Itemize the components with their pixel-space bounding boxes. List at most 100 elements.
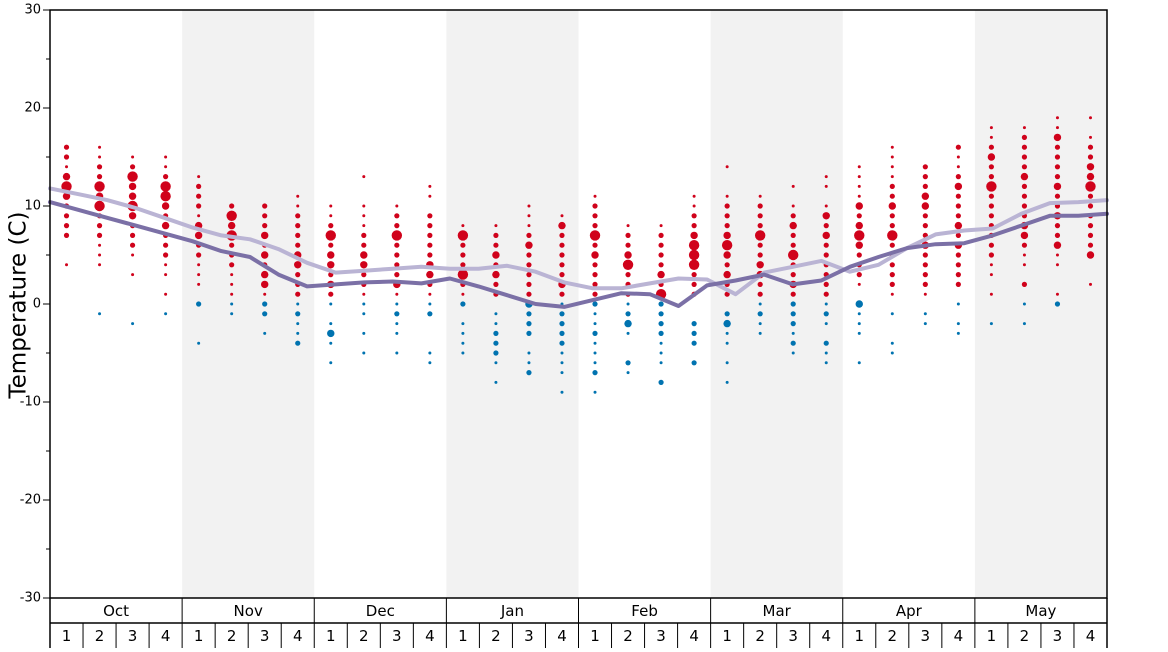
temperature-dot [196,252,202,258]
week-label: 1 [854,627,864,645]
y-tick-label: -30 [20,591,41,606]
temperature-dot [658,321,664,327]
temperature-dot [98,155,102,159]
temperature-dot [1088,282,1092,286]
temperature-dot [96,174,103,180]
temperature-dot [725,331,729,335]
temperature-dot [559,340,565,346]
week-label: 4 [425,627,435,645]
temperature-dot [559,321,565,327]
temperature-dot [129,232,136,238]
temperature-dot [197,341,201,345]
temperature-dot [196,203,202,209]
temperature-dot [890,155,894,159]
temperature-dot [1054,301,1061,307]
temperature-dot [494,312,498,316]
temperature-dot [461,224,465,228]
temperature-dot [362,204,366,208]
temperature-dot [1055,263,1059,267]
temperature-dot [127,171,138,182]
temperature-dot [194,231,203,240]
temperature-dot [1021,193,1028,199]
temperature-dot [955,281,961,287]
temperature-dot [625,242,631,248]
temperature-dot [226,210,237,221]
temperature-dot [1054,154,1061,160]
temperature-dot [757,213,763,219]
temperature-dot [61,181,72,192]
temperature-dot [1054,164,1061,170]
temperature-dot [63,213,70,219]
temperature-dot [94,200,105,212]
month-label-dec: Dec [366,602,395,620]
temperature-dot [230,273,234,277]
temperature-dot [857,165,861,169]
temperature-dot [658,242,664,248]
temperature-dot [460,301,466,307]
y-axis: 30 20 10 0 -10 -20 -30 [20,3,50,606]
temperature-dot [494,380,498,384]
temperature-dot [593,312,597,316]
temperature-dot [1087,223,1094,229]
temperature-dot [1087,144,1094,150]
temperature-dot [295,213,301,219]
temperature-dot [824,322,828,326]
temperature-dot [427,232,433,238]
temperature-dot [625,311,631,317]
temperature-dot [989,263,993,267]
week-label: 1 [458,627,468,645]
temperature-dot [558,221,566,230]
temperature-dot [262,203,268,209]
y-tick-label: -20 [20,493,41,508]
temperature-dot [261,280,269,289]
temperature-dot [1021,183,1028,189]
temperature-dot [956,331,960,335]
week-label: 3 [260,627,270,645]
temperature-dot [922,174,928,180]
temperature-dot [823,242,829,248]
temperature-dot [988,164,994,170]
temperature-dot [329,341,333,345]
temperature-dot [857,175,861,179]
temperature-dot [658,330,664,336]
temperature-dot [626,371,630,375]
temperature-dot [161,221,170,230]
month-band-may [974,10,1107,598]
temperature-dot [196,301,202,307]
y-tick-label: 20 [24,101,41,116]
temperature-dot [955,174,961,180]
temperature-dot [790,291,796,297]
temperature-dot [262,311,268,317]
temperature-dot [96,223,103,229]
week-label: 3 [128,627,138,645]
temperature-dot [327,329,335,338]
temperature-dot [724,311,730,317]
month-label-mar: Mar [763,602,792,620]
temperature-dot [329,204,333,208]
temperature-dot [856,272,862,278]
temperature-dot [526,262,532,268]
temperature-dot [721,240,733,251]
week-label: 2 [755,627,765,645]
temperature-dot [1087,203,1094,209]
temperature-dot [1055,126,1059,130]
temperature-dot [757,242,763,248]
temperature-dot [823,252,829,258]
temperature-dot [394,311,400,317]
temperature-dot [461,292,465,296]
temperature-dot [327,261,335,269]
temperature-dot [724,262,730,268]
series-lines [48,186,1109,309]
temperature-dot [592,213,598,219]
temperature-dot [1087,232,1094,238]
temperature-dot [754,230,766,241]
temperature-dot [98,243,102,247]
temperature-dot [890,312,894,316]
temperature-dot [494,322,498,326]
temperature-dot [1054,223,1061,229]
temperature-dot [63,144,70,150]
week-label: 3 [1053,627,1063,645]
temperature-dot [329,302,333,306]
temperature-dot [592,242,598,248]
temperature-dot [559,330,565,336]
